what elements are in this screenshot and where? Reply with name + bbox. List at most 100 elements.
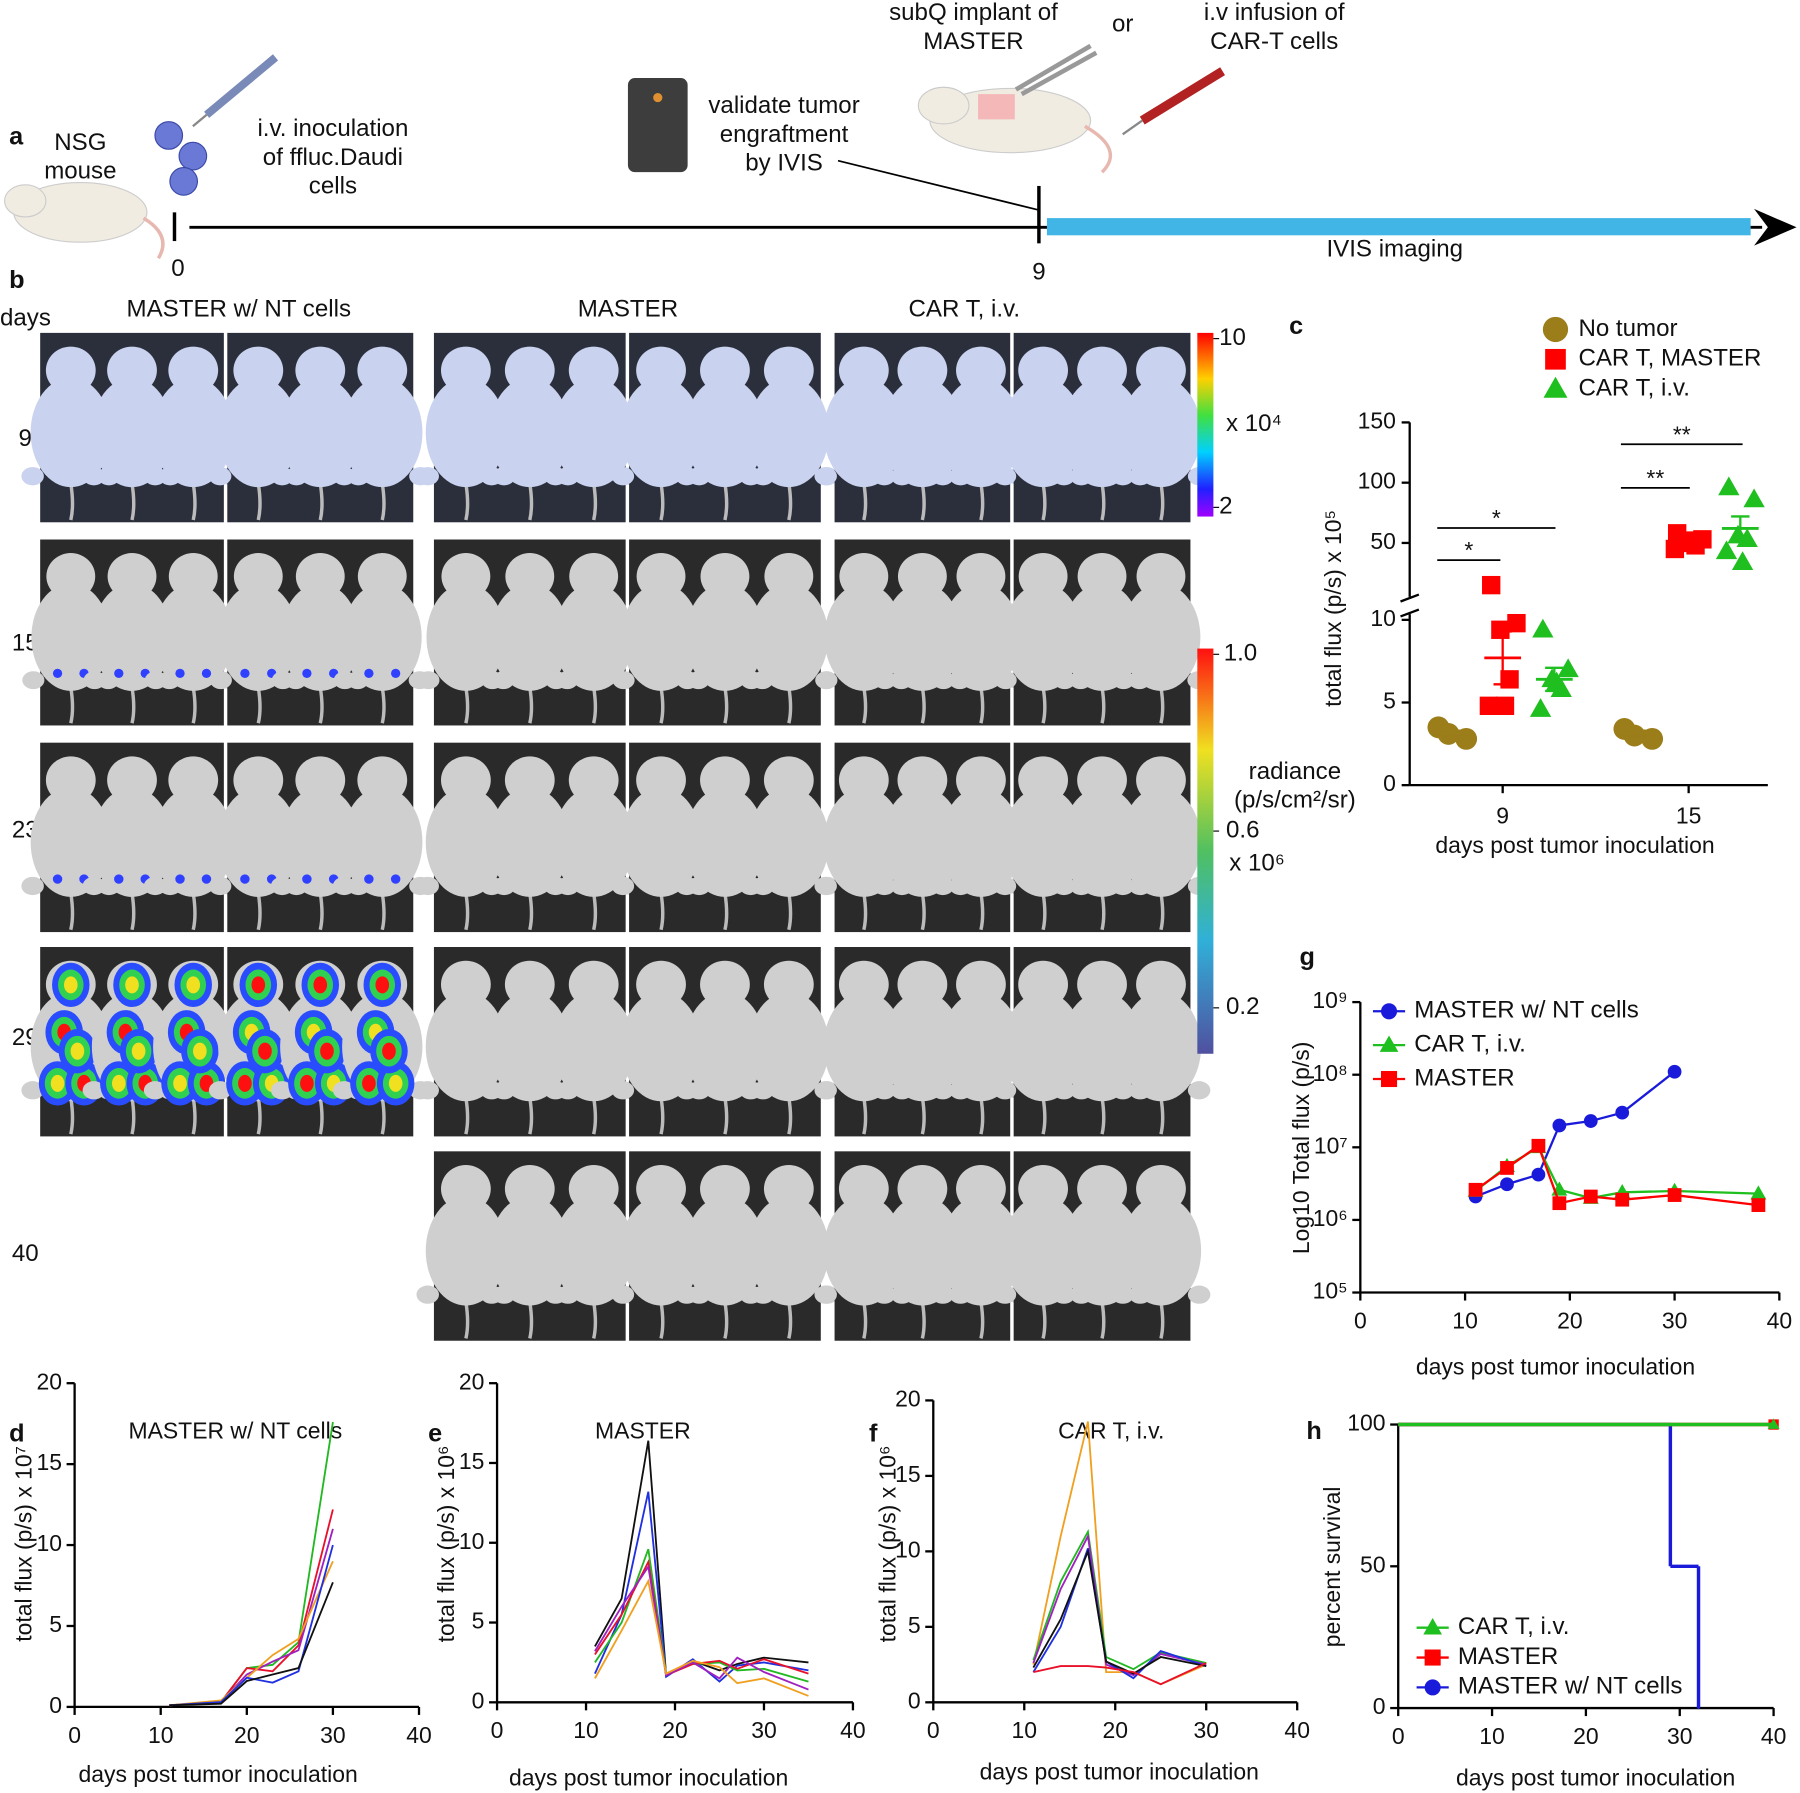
- marker: [1583, 1114, 1598, 1128]
- signal-spot: [125, 976, 139, 994]
- mouse-body: [489, 1196, 570, 1306]
- mouse-tail: [591, 1301, 598, 1339]
- marker: [1468, 1182, 1483, 1197]
- mouse-head: [568, 346, 619, 395]
- mouse-tail: [318, 1097, 324, 1135]
- colorbar: [1197, 332, 1214, 517]
- timeline-tick-label: 9: [1032, 259, 1045, 286]
- y-tick-label: 10⁹: [1312, 987, 1347, 1013]
- mouse-tail: [787, 893, 793, 931]
- mouse-leg: [332, 467, 356, 486]
- mouse-body: [489, 991, 570, 1102]
- mouse-body: [1061, 991, 1143, 1102]
- mouse-leg: [611, 1081, 635, 1100]
- mouse-body: [280, 787, 361, 897]
- mouse-body: [823, 787, 904, 897]
- ivis-image: [611, 1151, 839, 1341]
- signal-spot: [362, 1074, 376, 1092]
- mouse-head: [1136, 960, 1186, 1009]
- mouse-head: [1018, 553, 1068, 600]
- signal-spot: [111, 1074, 126, 1092]
- mouse-tail: [464, 483, 470, 521]
- marker: [1507, 613, 1526, 633]
- legend-marker: [1542, 316, 1569, 343]
- marker: [1495, 696, 1515, 715]
- mouse-head: [956, 960, 1006, 1009]
- mouse-leg: [993, 1285, 1017, 1304]
- marker: [1500, 1177, 1514, 1192]
- x-tick-label: 30: [320, 1722, 346, 1748]
- day-label: 9: [19, 425, 32, 452]
- series-line: [169, 1581, 334, 1707]
- mouse-body: [1002, 991, 1084, 1102]
- mouse-tail: [920, 1097, 926, 1135]
- series-line: [594, 1491, 809, 1683]
- marker: [1767, 1418, 1780, 1429]
- y-tick-label: 5: [49, 1611, 62, 1637]
- y-tick-label: 10: [895, 1536, 921, 1562]
- legend-label: No tumor: [1578, 315, 1677, 342]
- ivis-image: [993, 742, 1211, 933]
- mouse-tail: [256, 483, 262, 521]
- cell-icon: [154, 121, 184, 150]
- mouse-tail: [979, 483, 985, 521]
- mouse-leg: [993, 467, 1017, 486]
- signal-spot: [238, 1074, 252, 1092]
- mouse-head: [440, 346, 491, 395]
- legend-label: CAR T, i.v.: [1578, 374, 1690, 401]
- needle: [192, 113, 208, 128]
- mouse-tail: [979, 893, 985, 931]
- signal-spot: [258, 1042, 272, 1060]
- mouse-tail: [659, 1301, 665, 1339]
- mouse-leg: [1111, 467, 1135, 486]
- y-axis-label: Log10 Total flux (p/s): [1288, 1042, 1314, 1255]
- mouse-leg: [208, 467, 232, 486]
- error-bar: [1627, 729, 1647, 739]
- mouse-body: [553, 1196, 634, 1306]
- mouse-body: [30, 377, 111, 488]
- mouse-head: [700, 756, 750, 804]
- mouse-leg: [82, 876, 106, 896]
- mouse-body: [823, 377, 904, 488]
- mouse-head: [1077, 756, 1127, 804]
- day-label: 40: [12, 1240, 39, 1267]
- mouse-body: [620, 377, 702, 488]
- mouse-body: [92, 583, 172, 691]
- mouse-body: [425, 991, 507, 1102]
- signal-spot: [186, 976, 201, 994]
- mouse-tail: [1041, 1301, 1047, 1339]
- mouse-body: [280, 377, 361, 488]
- signal-spot: [114, 874, 124, 884]
- mouse-body: [342, 583, 422, 691]
- mouse-leg: [739, 1285, 762, 1304]
- signal-spot: [175, 668, 185, 679]
- marker: [1532, 618, 1554, 638]
- mouse-head: [357, 553, 407, 600]
- mouse-head: [295, 756, 346, 804]
- mouse-tail: [723, 1097, 729, 1135]
- mouse-head: [700, 553, 750, 600]
- syringe: [1139, 67, 1225, 125]
- signal-spot: [251, 976, 266, 994]
- marker: [1491, 620, 1510, 639]
- mouse-tail: [787, 687, 793, 724]
- signal-spot: [320, 1042, 334, 1060]
- y-axis-label: total flux (p/s) x 10⁶: [875, 1445, 901, 1642]
- mouse-tail: [380, 1097, 386, 1135]
- pointer-line: [837, 159, 1040, 211]
- legend-label: MASTER: [1458, 1643, 1558, 1670]
- mouse-head: [504, 756, 555, 804]
- mouse-head: [233, 553, 283, 600]
- series-line: [169, 1421, 334, 1707]
- chart-title: MASTER: [595, 1418, 691, 1444]
- signal-spot: [201, 874, 212, 884]
- ivis-image: [994, 539, 1210, 726]
- series-line: [1032, 1547, 1207, 1675]
- mouse-tail: [723, 483, 729, 521]
- mouse-body: [1120, 991, 1202, 1102]
- ivis-image: [612, 539, 838, 726]
- y-tick-label: 20: [36, 1368, 62, 1394]
- mouse-leg: [815, 671, 838, 690]
- y-tick-label: 100: [1347, 1410, 1385, 1436]
- panel-letter: g: [1299, 943, 1314, 971]
